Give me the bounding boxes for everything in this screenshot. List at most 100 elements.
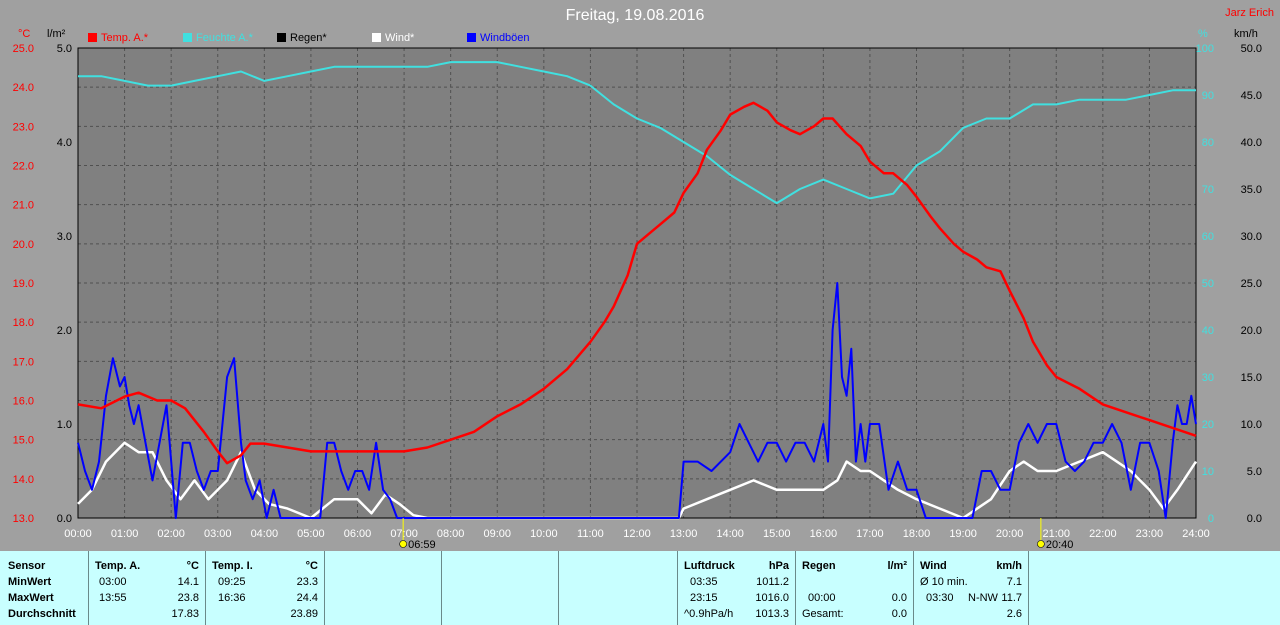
x-tick-label: 21:00 <box>1042 528 1070 540</box>
temp-tick-label: 13.0 <box>13 513 34 525</box>
series-line <box>77 441 1198 520</box>
temp-a-min-value: 14.1 <box>177 576 199 588</box>
temp-a-min-time: 03:00 <box>99 576 127 588</box>
regen-unit: l/m² <box>887 560 907 572</box>
sunset-label: 20:40 <box>1046 539 1074 551</box>
x-tick-label: 00:00 <box>64 528 92 540</box>
rain-tick-label: 1.0 <box>57 419 72 431</box>
x-tick-label: 18:00 <box>903 528 931 540</box>
legend-label: Wind* <box>385 32 415 44</box>
legend-label: Windböen <box>480 32 530 44</box>
rain-unit-label: l/m² <box>47 28 66 40</box>
luftdruck-min-time: 03:35 <box>690 576 718 588</box>
rain-tick-label: 3.0 <box>57 231 72 243</box>
legend-swatch <box>372 33 381 42</box>
temp-tick-label: 21.0 <box>13 200 34 212</box>
temp-i-avg-value: 23.89 <box>290 608 318 620</box>
stats-row-avg-label: Durchschnitt <box>8 608 76 620</box>
temp-tick-label: 17.0 <box>13 356 34 368</box>
stats-col-empty-1 <box>325 551 442 625</box>
wind-tick-label: 15.0 <box>1241 372 1262 384</box>
regen-total-value: 0.0 <box>891 608 907 620</box>
sunset-icon <box>1037 540 1045 548</box>
humidity-tick-label: 90 <box>1202 90 1214 102</box>
wind-max-value: 11.7 <box>1001 592 1022 604</box>
axes: 00:00 01:00 02:00 03:00 04:00 05:00 06:00 07:00… <box>13 43 1262 540</box>
temp-i-min-value: 23.3 <box>296 576 318 588</box>
stats-row-min-label: MinWert <box>8 576 52 588</box>
luftdruck-max-value: 1016.0 <box>755 592 789 604</box>
regen-header: Regen <box>802 560 836 572</box>
temp-tick-label: 15.0 <box>13 435 34 447</box>
legend-label: Regen* <box>290 32 327 44</box>
luftdruck-trend: ^0.9hPa/h <box>684 608 734 620</box>
x-tick-label: 09:00 <box>483 528 511 540</box>
luftdruck-unit: hPa <box>768 560 789 572</box>
legend-swatch <box>467 33 476 42</box>
stats-sensor-header: Sensor <box>8 560 46 572</box>
stats-col-temp-i: Temp. I. °C 09:25 23.3 16:36 24.4 23.89 <box>206 551 325 625</box>
x-tick-label: 15:00 <box>763 528 791 540</box>
luftdruck-header: Luftdruck <box>684 560 735 572</box>
x-tick-label: 06:00 <box>344 528 372 540</box>
legend-swatch <box>88 33 97 42</box>
temp-tick-label: 16.0 <box>13 396 34 408</box>
temp-i-unit: °C <box>305 560 318 572</box>
rain-tick-label: 5.0 <box>57 43 72 55</box>
x-tick-label: 23:00 <box>1136 528 1164 540</box>
stats-col-empty-2 <box>442 551 559 625</box>
stats-col-wind: Wind km/h Ø 10 min. 7.1 03:30 N-NW 11.7 … <box>914 551 1029 625</box>
stats-col-sensor: Sensor MinWert MaxWert Durchschnitt <box>0 551 89 625</box>
legend-label: Temp. A.* <box>101 32 149 44</box>
x-tick-label: 05:00 <box>297 528 325 540</box>
chart-title: Freitag, 19.08.2016 <box>566 7 705 24</box>
humidity-tick-label: 0 <box>1208 513 1214 525</box>
luftdruck-max-time: 23:15 <box>690 592 718 604</box>
wind-tick-label: 10.0 <box>1241 419 1262 431</box>
temp-tick-label: 18.0 <box>13 317 34 329</box>
wind-tick-label: 40.0 <box>1241 137 1262 149</box>
humidity-tick-label: 10 <box>1202 466 1214 478</box>
temp-a-avg-value: 17.83 <box>171 608 199 620</box>
temp-tick-label: 22.0 <box>13 161 34 173</box>
x-tick-label: 24:00 <box>1182 528 1210 540</box>
legend-swatch <box>277 33 286 42</box>
wind-header: Wind <box>920 560 947 572</box>
x-tick-label: 02:00 <box>157 528 185 540</box>
humidity-tick-label: 60 <box>1202 231 1214 243</box>
sun-markers: 06:59 20:40 <box>399 518 1074 551</box>
wind-avg-value: 2.6 <box>1006 608 1022 620</box>
x-tick-label: 19:00 <box>949 528 977 540</box>
luftdruck-min-value: 1011.2 <box>756 576 789 588</box>
wind-unit: km/h <box>996 560 1022 572</box>
wind-tick-label: 45.0 <box>1241 90 1262 102</box>
x-tick-label: 08:00 <box>437 528 465 540</box>
wind-unit-label: km/h <box>1234 28 1258 40</box>
stats-panel: Sensor MinWert MaxWert Durchschnitt Temp… <box>0 551 1280 625</box>
sunrise-icon <box>399 540 407 548</box>
humidity-tick-label: 80 <box>1202 137 1214 149</box>
x-tick-label: 12:00 <box>623 528 651 540</box>
wind-tick-label: 35.0 <box>1241 184 1262 196</box>
wind-tick-label: 50.0 <box>1241 43 1262 55</box>
series-line <box>77 101 1197 465</box>
wind-tick-label: 0.0 <box>1247 513 1262 525</box>
wind-avg10-value: 7.1 <box>1006 576 1022 588</box>
stats-col-regen: Regen l/m² 00:00 0.0 Gesamt: 0.0 <box>796 551 914 625</box>
wind-tick-label: 20.0 <box>1241 325 1262 337</box>
wind-tick-label: 25.0 <box>1241 278 1262 290</box>
wind-max-time: 03:30 <box>926 592 954 604</box>
humidity-unit-label: % <box>1198 28 1208 40</box>
x-tick-label: 22:00 <box>1089 528 1117 540</box>
legend-label: Feuchte A.* <box>196 32 254 44</box>
regen-time: 00:00 <box>808 592 836 604</box>
temp-a-max-time: 13:55 <box>99 592 127 604</box>
wind-max-direction: N-NW <box>968 592 998 604</box>
stats-col-temp-a: Temp. A. °C 03:00 14.1 13:55 23.8 17.83 <box>89 551 206 625</box>
rain-tick-label: 2.0 <box>57 325 72 337</box>
x-tick-label: 17:00 <box>856 528 884 540</box>
x-tick-label: 01:00 <box>111 528 139 540</box>
temp-i-max-value: 24.4 <box>296 592 318 604</box>
humidity-tick-label: 100 <box>1196 43 1214 55</box>
stats-row-max-label: MaxWert <box>8 592 54 604</box>
